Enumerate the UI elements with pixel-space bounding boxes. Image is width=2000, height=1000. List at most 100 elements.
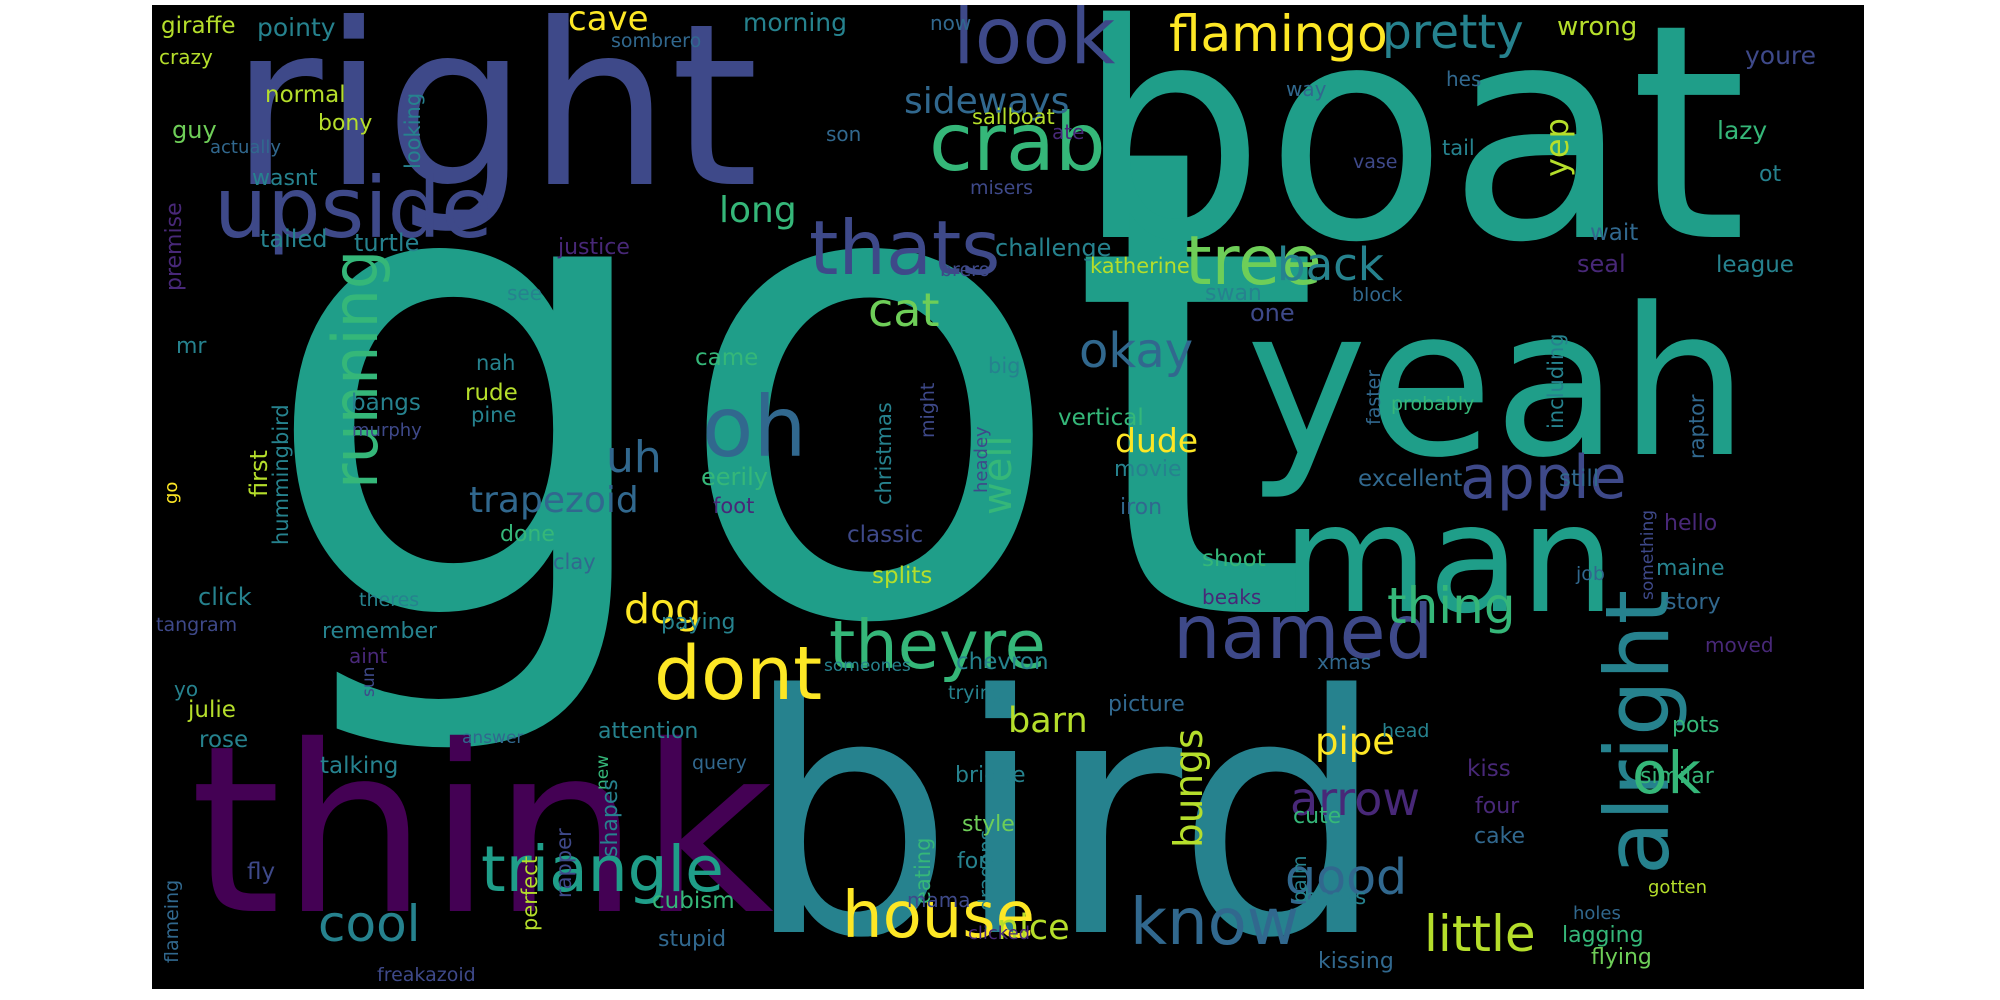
word-first: first <box>245 450 273 497</box>
word-misers: misers <box>970 177 1033 199</box>
word-yep: yep <box>1538 118 1576 177</box>
word-julie: julie <box>187 697 236 723</box>
word-wait: wait <box>1590 220 1638 246</box>
word-see: see <box>507 281 542 305</box>
word-christmas: christmas <box>872 402 896 505</box>
word-hes: hes <box>1446 67 1481 91</box>
word-actually: actually <box>210 137 281 158</box>
word-barn: barn <box>1008 701 1088 741</box>
word-someones: someones <box>824 656 911 676</box>
word-good: good <box>1285 849 1407 906</box>
word-dont: dont <box>654 631 822 717</box>
word-uh: uh <box>606 432 662 483</box>
word-ate: ate <box>1052 120 1084 144</box>
word-freakazoid: freakazoid <box>377 964 476 986</box>
word-swan: swan <box>1205 281 1262 306</box>
word-yeah: yeah <box>1246 265 1749 503</box>
word-trapezoid: trapezoid <box>469 480 639 521</box>
word-mama: mama <box>907 888 970 912</box>
word-murphy: murphy <box>352 420 422 441</box>
word-maine: maine <box>1656 556 1725 581</box>
word-paying: paying <box>661 610 736 635</box>
word-moved: moved <box>1705 633 1774 657</box>
word-done: done <box>500 522 555 547</box>
word-vase: vase <box>1353 151 1397 173</box>
word-query: query <box>692 752 747 774</box>
word-nah: nah <box>476 351 516 375</box>
word-picture: picture <box>1108 692 1185 717</box>
word-bridge: bridge <box>955 763 1026 788</box>
word-cubism: cubism <box>652 888 735 914</box>
word-yo: yo <box>174 677 198 701</box>
word-form: form <box>957 849 1008 874</box>
word-similar: similar <box>1640 764 1715 789</box>
word-bangs: bangs <box>351 390 421 416</box>
word-man: man <box>1282 473 1615 647</box>
word-pipe: pipe <box>1315 720 1395 763</box>
word-aint: aint <box>349 644 387 668</box>
word-rapper: rapper <box>552 828 576 898</box>
word-bird: bird <box>744 626 1386 989</box>
word-little: little <box>1424 905 1536 963</box>
word-youre: youre <box>1745 41 1816 70</box>
word-bungs: bungs <box>1167 729 1212 848</box>
word-cool: cool <box>318 895 421 953</box>
word-mr: mr <box>176 334 207 359</box>
word-back: back <box>1277 238 1384 291</box>
word-running: running <box>319 250 392 489</box>
word-shoot: shoot <box>1202 546 1266 572</box>
word-probably: probably <box>1391 393 1474 415</box>
word-lazy: lazy <box>1717 116 1767 145</box>
word-ot: ot <box>1759 162 1781 187</box>
word-triangle: triangle <box>481 833 724 906</box>
word-morning: morning <box>743 8 847 37</box>
word-tailed: tailed <box>260 225 327 253</box>
word-looking: looking <box>401 93 425 169</box>
word-katherine: katherine <box>1090 254 1190 278</box>
word-league: league <box>1716 252 1794 278</box>
word-way: way <box>1286 77 1327 101</box>
word-tail: tail <box>1442 136 1475 160</box>
word-sideways: sideways <box>904 81 1069 122</box>
word-dragons: dragons <box>974 830 998 911</box>
word-normal: normal <box>265 82 346 108</box>
word-look: look <box>953 5 1115 82</box>
word-foot: foot <box>713 494 754 518</box>
word-books: books <box>1304 885 1366 909</box>
word-one: one <box>1250 299 1295 327</box>
word-kiss: kiss <box>1467 756 1511 782</box>
word-attention: attention <box>598 719 698 744</box>
word-tangram: tangram <box>156 614 237 636</box>
word-cloud-panel: got boat right bird yeah think man upside look cr… <box>152 5 1864 989</box>
word-chevron: chevron <box>956 649 1049 675</box>
word-pretty: pretty <box>1382 5 1524 60</box>
word-tree: tree <box>1185 222 1322 301</box>
word-thats: thats <box>809 204 1000 292</box>
word-classic: classic <box>847 522 923 548</box>
word-cave: cave <box>568 5 649 39</box>
word-big: big <box>988 354 1021 378</box>
word-thing: thing <box>1387 577 1516 635</box>
word-might: might <box>917 383 939 438</box>
word-brero: brero <box>940 259 990 281</box>
word-headey: headey <box>971 426 992 493</box>
word-cake: cake <box>1474 824 1525 849</box>
word-oh: oh <box>702 378 807 476</box>
word-clicked: clicked <box>968 923 1030 944</box>
word-still: still <box>1559 466 1599 492</box>
word-excellent: excellent <box>1358 466 1462 492</box>
word-fly: fly <box>247 859 275 885</box>
word-something: something <box>1638 510 1658 600</box>
word-boat: boat <box>1076 5 1747 308</box>
word-new: new <box>593 755 613 790</box>
word-go: go <box>161 482 182 504</box>
word-sun: sun <box>359 667 379 697</box>
word-sailboat: sailboat <box>972 105 1055 129</box>
word-flying: flying <box>1591 945 1652 970</box>
word-arrow: arrow <box>1290 772 1420 826</box>
word-gotten: gotten <box>1648 877 1707 898</box>
word-pointy: pointy <box>257 13 336 42</box>
word-talking: talking <box>320 753 398 779</box>
word-eating: eating <box>911 838 935 905</box>
word-eerily: eerily <box>701 463 768 491</box>
